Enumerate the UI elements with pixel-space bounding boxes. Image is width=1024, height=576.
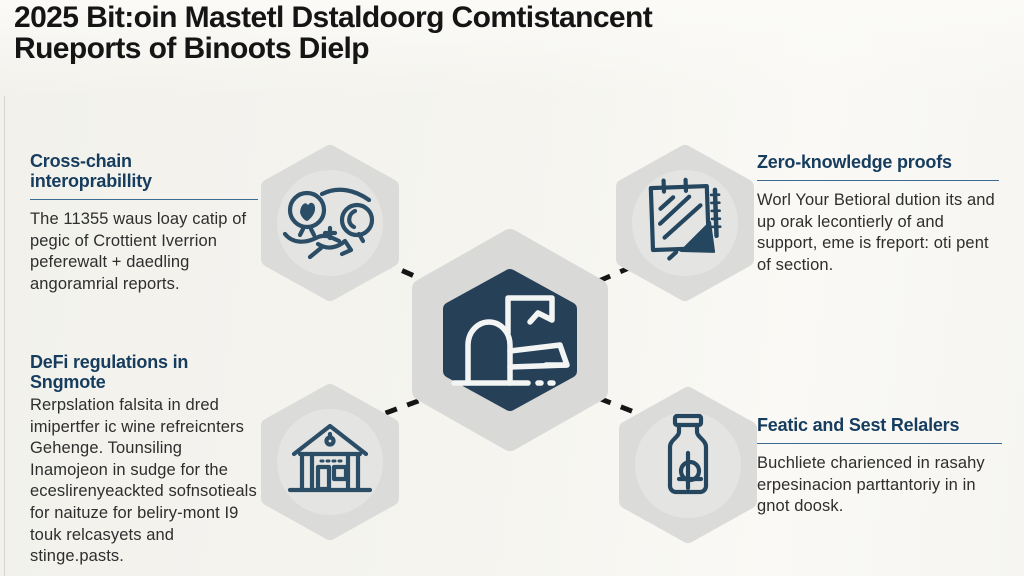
section-cross-chain-body: The 11355 waus loay catip of pegic of Cr… — [30, 210, 247, 293]
section-zero-knowledge-heading: Zero-knowledge proofs — [757, 152, 999, 181]
page-title: 2025 Bit:oin Mastetl Dstaldoorg Comtista… — [14, 2, 754, 64]
bank-building-icon — [287, 423, 373, 493]
section-defi: DeFi regulations in Sngmote Rerpslation … — [30, 352, 262, 568]
section-featic-body: Buchliete charienced in rasahy erpesinac… — [757, 454, 985, 516]
hexagon-featic — [619, 387, 757, 543]
section-featic-heading: Featic and Sest Relalers — [757, 415, 1002, 444]
title-line-2: Rueports of Binoots Dielp — [14, 32, 370, 65]
section-featic: Featic and Sest Relalers Buchliete chari… — [757, 415, 1002, 518]
network-doodle-icon — [282, 187, 375, 260]
left-edge-line — [4, 96, 5, 576]
title-line-1: 2025 Bit:oin Mastetl Dstaldoorg Comtista… — [14, 1, 653, 34]
bottle-currency-icon — [667, 413, 709, 495]
section-zero-knowledge: Zero-knowledge proofs Worl Your Betioral… — [757, 152, 999, 276]
section-defi-body: Rerpslation falsita in dred imipertfer i… — [30, 396, 257, 566]
hexagon-defi — [261, 384, 399, 540]
section-zero-knowledge-body: Worl Your Betioral dution its and up ora… — [757, 191, 995, 274]
section-defi-heading: DeFi regulations in Sngmote — [30, 352, 189, 392]
notepad-pen-icon — [648, 177, 722, 261]
hexagon-center — [412, 229, 608, 451]
hexagon-cross-chain — [261, 145, 399, 301]
section-cross-chain: Cross-chain interoprabillity The 11355 w… — [30, 151, 258, 295]
section-cross-chain-heading: Cross-chain interoprabillity — [30, 151, 258, 200]
machine-icon — [451, 295, 570, 386]
hexagon-zero-knowledge — [616, 145, 754, 301]
